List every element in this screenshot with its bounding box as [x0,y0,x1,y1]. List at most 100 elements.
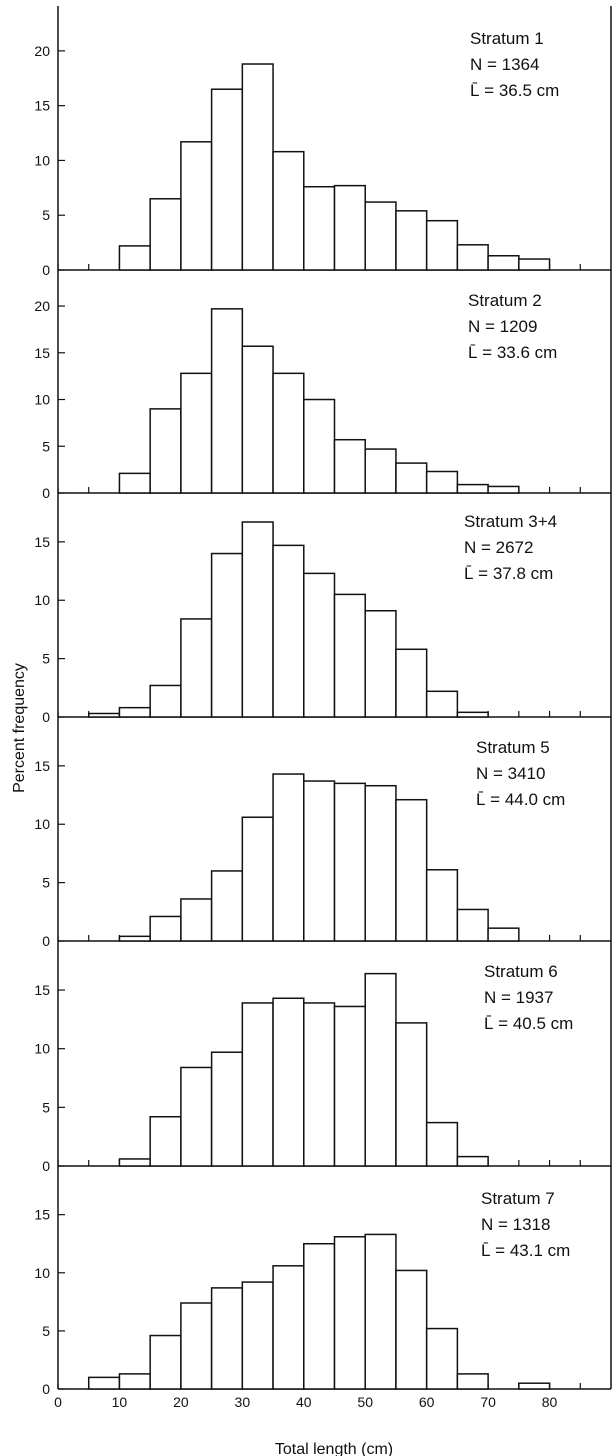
histogram-bar [395,648,428,718]
histogram-bar [364,201,397,271]
histogram-bar [333,782,366,942]
panel-info-line: L̄ = 33.6 cm [468,343,557,362]
histogram-bar [456,483,489,494]
y-tick-label: 10 [34,392,50,408]
panel-info-line: N = 2672 [464,538,533,557]
histogram-bar [149,915,182,942]
x-tick-label: 0 [54,1394,62,1410]
panel-info-line: L̄ = 43.1 cm [481,1241,570,1260]
y-tick-label: 0 [42,1381,50,1397]
histogram-bar [303,572,336,718]
histogram-bar [180,372,213,494]
y-tick-label: 10 [34,1265,50,1281]
histogram-bar [487,485,520,494]
histogram-bar [272,150,305,271]
histogram-bar [303,1242,336,1390]
histogram-bar [118,706,151,718]
y-tick-label: 15 [34,534,50,550]
histogram-bar [456,711,489,718]
histogram-bar [241,63,274,271]
histogram-bar [364,1233,397,1390]
y-tick-label: 15 [34,98,50,114]
x-axis-title: Total length (cm) [275,1441,393,1456]
y-tick-label: 10 [34,1041,50,1057]
histogram-bar [118,245,151,271]
panel-info-line: N = 1209 [468,317,537,336]
panel-info-line: Stratum 3+4 [464,512,557,531]
histogram-bar [118,472,151,494]
histogram-bar [180,141,213,271]
histogram-bar [210,552,244,718]
y-tick-label: 10 [34,816,50,832]
y-tick-label: 0 [42,1158,50,1174]
histogram-bar [364,448,397,494]
y-tick-label: 20 [34,43,50,59]
y-tick-label: 0 [42,262,50,278]
histogram-bar [333,184,366,271]
y-tick-label: 5 [42,875,50,891]
panel-info-line: Stratum 5 [476,738,550,757]
y-tick-label: 5 [42,651,50,667]
y-tick-label: 5 [42,1323,50,1339]
x-tick-label: 40 [296,1394,312,1410]
x-tick-label: 30 [235,1394,251,1410]
y-tick-label: 15 [34,345,50,361]
histogram-bar [210,1287,244,1390]
histogram-bar [395,1022,428,1167]
histogram-bar [425,1121,459,1167]
y-tick-label: 10 [34,152,50,168]
histogram-bar [272,544,305,718]
histogram-bar [180,1066,213,1167]
histogram-bar [118,1158,151,1167]
panel-info-line: Stratum 1 [470,29,544,48]
histogram-bar [87,1376,121,1390]
y-axis-title: Percent frequency [11,663,28,793]
panels-group: 0 5 10 15 20 Stratum 1 N = 1364 L̄ = 36.5 cm 0 5 1… [34,6,612,1410]
histogram-bar [180,618,213,718]
histogram-bar [149,684,182,718]
y-tick-label: 0 [42,485,50,501]
histogram-bar [395,462,428,494]
histogram-bar [241,1002,274,1167]
histogram-bar [241,816,274,942]
histogram-bar [272,773,305,942]
histogram-bar [87,712,121,718]
histogram-bar [118,935,151,942]
x-tick-label: 70 [480,1394,496,1410]
histogram-bar [241,521,274,718]
histogram-bar [364,784,397,942]
y-tick-label: 15 [34,982,50,998]
histogram-bar [425,470,459,494]
histogram-bar [303,1002,336,1167]
histogram-bar [487,927,520,942]
panel-info-line: Stratum 6 [484,962,558,981]
y-tick-label: 5 [42,438,50,454]
histogram-bar [180,1302,213,1390]
histogram-bar [518,1382,551,1390]
histogram-bar [149,408,182,494]
y-tick-label: 15 [34,1207,50,1223]
panel-info-line: N = 1937 [484,988,553,1007]
histogram-bar [333,1236,366,1390]
panel-info-line: L̄ = 37.8 cm [464,564,553,583]
histogram-bar [395,1269,428,1390]
histogram-bar [456,244,489,271]
histogram-bar [456,908,489,942]
histogram-bar [333,1005,366,1167]
x-tick-label: 80 [542,1394,558,1410]
panel-info-line: L̄ = 40.5 cm [484,1014,573,1033]
histogram-bar [210,88,244,271]
x-tick-label: 50 [357,1394,373,1410]
y-tick-label: 0 [42,933,50,949]
histogram-bar [395,798,428,942]
histogram-bar [210,308,244,494]
panel-info-line: L̄ = 44.0 cm [476,790,565,809]
histogram-bar [149,1334,182,1390]
panel-info-line: N = 3410 [476,764,545,783]
panel-info-line: N = 1318 [481,1215,550,1234]
x-tick-label: 10 [112,1394,128,1410]
histogram-bar [303,398,336,494]
y-tick-label: 10 [34,592,50,608]
histogram-bar [425,869,459,942]
histogram-bar [210,1051,244,1167]
